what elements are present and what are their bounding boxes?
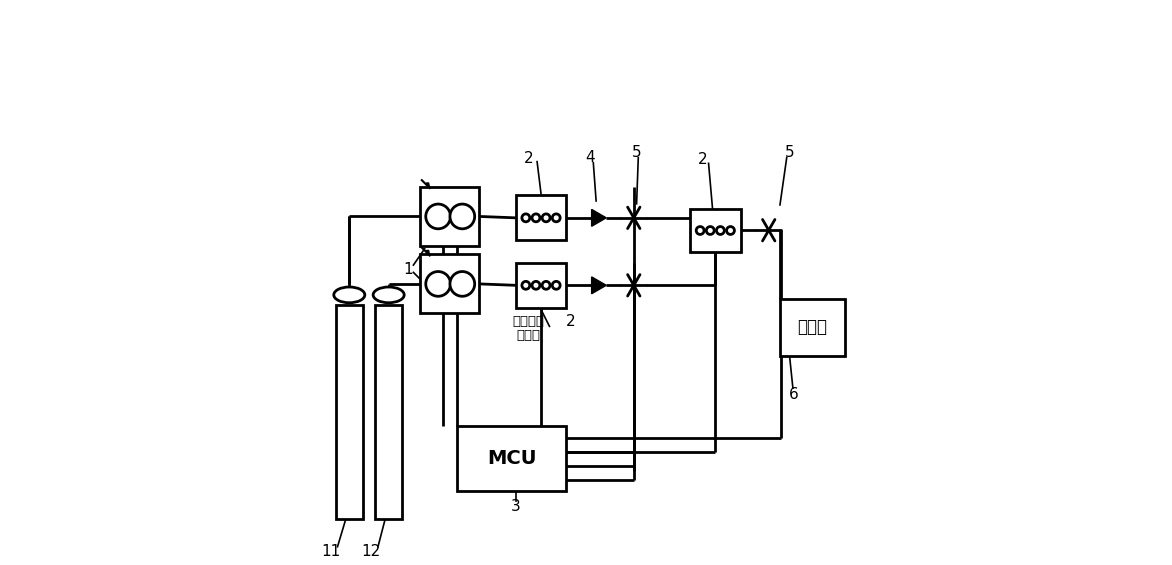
Circle shape [696,227,704,234]
Bar [375,305,402,519]
Polygon shape [427,250,430,255]
Text: 2: 2 [699,153,708,167]
Bar [781,299,845,355]
Circle shape [543,214,550,222]
Bar [516,263,566,308]
Text: 2: 2 [524,151,533,166]
Text: 5: 5 [785,145,795,159]
Bar [336,305,363,519]
Circle shape [425,204,450,229]
Circle shape [532,281,540,289]
Circle shape [543,281,550,289]
Ellipse shape [373,287,404,303]
Circle shape [522,214,530,222]
Text: 出气口: 出气口 [797,319,827,337]
Text: 5: 5 [632,145,641,159]
Text: 传感器: 传感器 [517,329,540,342]
Text: 2: 2 [565,314,575,329]
Circle shape [425,272,450,296]
Text: 1: 1 [403,262,413,276]
Circle shape [450,204,475,229]
Text: 3: 3 [511,499,520,514]
Text: 6: 6 [789,388,799,402]
Circle shape [532,214,540,222]
Text: 11: 11 [321,544,340,559]
Polygon shape [427,183,430,188]
Circle shape [707,227,714,234]
Circle shape [552,214,560,222]
Circle shape [552,281,560,289]
Text: 进气压力: 进气压力 [512,315,545,328]
Text: MCU: MCU [486,449,537,468]
Bar [420,187,479,246]
Text: 4: 4 [586,150,595,165]
Bar [420,254,479,314]
Text: 12: 12 [362,544,381,559]
Bar [690,210,741,251]
Bar [516,195,566,240]
Circle shape [450,272,475,296]
Circle shape [716,227,724,234]
Ellipse shape [334,287,364,303]
Circle shape [522,281,530,289]
Polygon shape [592,277,606,294]
Polygon shape [592,210,606,226]
Bar [457,426,566,490]
Circle shape [727,227,735,234]
